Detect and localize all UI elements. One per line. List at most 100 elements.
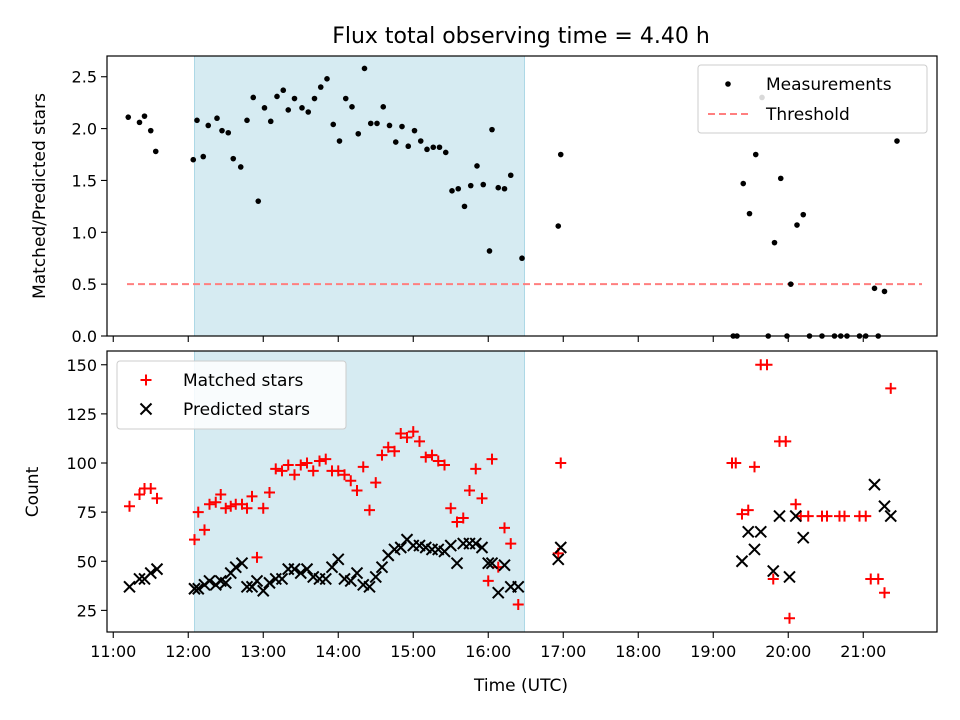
measurement-point [125,114,132,120]
predicted-star-marker [783,570,796,584]
matched-star-marker [264,486,275,498]
predicted-star-marker [797,531,810,544]
observing-interval-shade [194,55,525,337]
top-y-tick-label: 1.5 [72,171,97,190]
measurement-point [361,65,368,72]
predicted-star-marker [325,560,339,574]
matched-star-marker [395,428,407,440]
matched-star-marker [320,453,332,465]
x-axis-label: Time (UTC) [473,676,568,696]
measurement-point [771,239,778,246]
measurement-point [424,146,430,153]
predicted-star-marker [288,562,301,576]
predicted-star-marker [235,557,249,570]
measurement-point [800,211,807,218]
predicted-star-marker [294,566,307,580]
matched-star-marker [204,498,215,510]
top-legend-box [697,64,928,134]
predicted-star-marker [319,572,332,586]
measurement-point [405,143,412,150]
matched-star-marker [486,453,498,465]
measurement-point [219,127,225,134]
measurement-point [495,184,502,191]
matched-star-marker [879,587,890,599]
matched-star-marker [499,522,510,534]
matched-star-marker [276,465,288,477]
measurement-point [267,118,274,125]
predicted-star-marker [363,580,376,594]
matched-star-marker [270,463,282,475]
matched-star-marker [464,485,475,497]
top-y-axis-label: Matched/Predicted stars [30,93,50,299]
matched-star-marker [426,449,438,461]
measurement-point [274,93,280,100]
measurement-point [489,126,495,133]
measurement-point [317,84,324,90]
matched-star-marker [345,475,357,487]
predicted-star-marker [552,553,565,566]
measurement-point [255,198,262,204]
top-y-tick-label: 2.0 [72,120,97,139]
matched-star-marker [307,465,319,477]
predicted-star-marker [878,500,891,513]
matched-star-marker [802,510,814,522]
matched-star-marker [151,492,163,504]
measurement-point [519,255,525,262]
measurement-point [399,123,405,130]
predicted-star-marker [748,543,761,556]
measurement-point [507,172,514,179]
x-tick-label: 15:00 [390,642,436,661]
measurement-point [501,185,508,192]
measurement-point [285,107,292,113]
predicted-star-marker [482,557,495,570]
matched-star-marker [512,598,524,610]
top-shade-layer [194,55,525,337]
matched-star-marker [470,463,482,475]
predicted-star-marker [144,566,157,580]
measurement-point [342,95,349,102]
predicted-star-marker [492,586,505,599]
predicted-star-marker [275,572,289,586]
measurement-point [152,148,159,155]
x-tick-label: 12:00 [165,642,211,661]
matched-star-marker [225,500,237,512]
matched-star-marker [215,488,227,500]
legend-label: Matched stars [183,371,303,391]
matched-star-marker [124,500,135,512]
bottom-y-tick-label: 25 [77,601,97,620]
measurement-point [746,210,753,217]
predicted-star-marker [884,509,897,523]
measurement-point [136,119,143,126]
matched-star-marker [199,524,210,536]
measurement-point [225,129,232,136]
measurement-point [555,223,562,229]
measurement-point [417,138,424,144]
measurement-point [392,139,399,145]
predicted-star-marker [257,584,270,597]
measurement-point [442,149,449,156]
x-tick-label: 16:00 [465,642,511,661]
matched-star-marker [784,612,795,624]
measurement-point [311,95,318,102]
bottom-panel: 25 50 75 100 125 150 11:00 12:00 13:00 14:00 15:00… [23,350,938,696]
measurement-point [436,144,443,151]
matched-star-marker [730,457,742,469]
bottom-y-tick-label: 125 [66,405,97,424]
matched-star-marker [282,459,294,471]
measurement-point [449,188,455,194]
measurement-point [557,151,564,158]
matched-star-marker [761,359,773,371]
predicted-star-marker [203,574,216,588]
measurement-point [430,144,437,151]
matched-star-marker [476,492,488,504]
x-tick-label: 21:00 [840,642,886,661]
measurement-point [330,121,337,128]
measurement-point [291,95,298,102]
bottom-y-axis-label: Count [23,466,43,517]
measurement-point [367,120,374,127]
matched-star-marker [414,435,425,447]
matched-star-marker [439,459,450,471]
matched-star-marker [351,485,363,497]
matched-star-marker [445,502,457,514]
predicted-star-marker [350,566,364,580]
